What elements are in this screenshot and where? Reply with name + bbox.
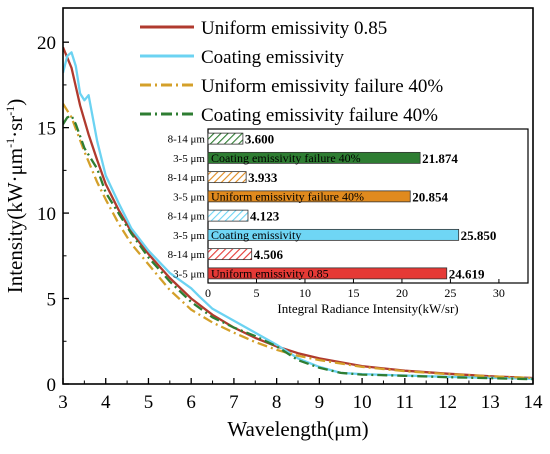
inset-bar-label: Uniform emissivity 0.85 [211, 266, 329, 280]
inset-bar-label: Coating emissivity [211, 228, 301, 242]
inset-value-label: 4.123 [250, 209, 280, 224]
x-tick-label: 8 [272, 392, 282, 413]
inset-x-tick-label: 20 [396, 286, 408, 300]
inset-category-label: 3-5 μm [173, 153, 205, 165]
inset-x-tick-label: 5 [253, 286, 259, 300]
x-tick-label: 5 [144, 392, 154, 413]
x-tick-label: 11 [396, 392, 414, 413]
series-line-4 [63, 114, 533, 381]
inset-bar [207, 132, 244, 145]
x-tick-label: 14 [524, 392, 544, 413]
inset-category-label: 8-14 μm [168, 249, 206, 261]
x-tick-label: 9 [315, 392, 325, 413]
inset-category-label: 8-14 μm [168, 211, 206, 223]
inset-bar [207, 209, 249, 222]
inset-bar [207, 267, 448, 280]
inset-value-label: 3.933 [248, 170, 278, 185]
legend-label-1: Uniform emissivity 0.85 [201, 18, 387, 39]
y-tick-label: 5 [47, 290, 57, 311]
inset-x-tick-label: 0 [205, 286, 211, 300]
series-line-2 [63, 51, 533, 381]
x-tick-label: 13 [481, 392, 500, 413]
inset-bar [207, 248, 253, 261]
y-tick-label: 15 [37, 119, 56, 140]
inset-category-label: 3-5 μm [173, 230, 205, 242]
inset-category-label: 8-14 μm [168, 134, 206, 146]
inset-value-label: 21.874 [422, 151, 458, 166]
inset-value-label: 3.600 [245, 132, 274, 147]
x-tick-label: 3 [58, 392, 68, 413]
inset-bar [207, 171, 247, 184]
x-tick-label: 6 [186, 392, 196, 413]
inset-bar [207, 190, 411, 203]
inset-x-tick-label: 15 [347, 286, 359, 300]
y-tick-label: 0 [47, 375, 57, 396]
y-tick-label: 20 [37, 33, 56, 54]
inset-value-label: 4.506 [254, 247, 284, 262]
inset-category-label: 3-5 μm [173, 191, 205, 203]
x-axis-label: Wavelength(μm) [227, 417, 368, 441]
x-tick-label: 12 [438, 392, 457, 413]
inset-bar-label: Uniform emissivity failure 40% [211, 189, 364, 203]
inset-x-axis-label: Integral Radiance Intensity(kW/sr) [277, 301, 458, 316]
y-tick-label: 10 [37, 204, 56, 225]
inset-category-label: 8-14 μm [168, 172, 206, 184]
inset-x-tick-label: 10 [299, 286, 311, 300]
inset-bar [207, 228, 460, 241]
y-axis-label: Intensity(kW·μm-1·sr-1) [3, 99, 27, 294]
inset-bar [207, 151, 421, 164]
inset-value-label: 20.854 [412, 189, 448, 204]
inset-x-tick-label: 25 [444, 286, 456, 300]
x-tick-label: 4 [101, 392, 111, 413]
inset-value-label: 25.850 [461, 228, 497, 243]
inset-category-label: 3-5 μm [173, 268, 205, 280]
x-tick-label: 10 [353, 392, 372, 413]
legend-label-4: Coating emissivity failure 40% [201, 105, 438, 126]
inset-bar-label: Coating emissivity failure 40% [211, 151, 361, 165]
inset-x-tick-label: 30 [493, 286, 505, 300]
x-tick-label: 7 [229, 392, 239, 413]
inset-value-label: 24.619 [449, 266, 485, 281]
legend-label-2: Coating emissivity [201, 47, 345, 68]
legend-label-3: Uniform emissivity failure 40% [201, 76, 443, 97]
